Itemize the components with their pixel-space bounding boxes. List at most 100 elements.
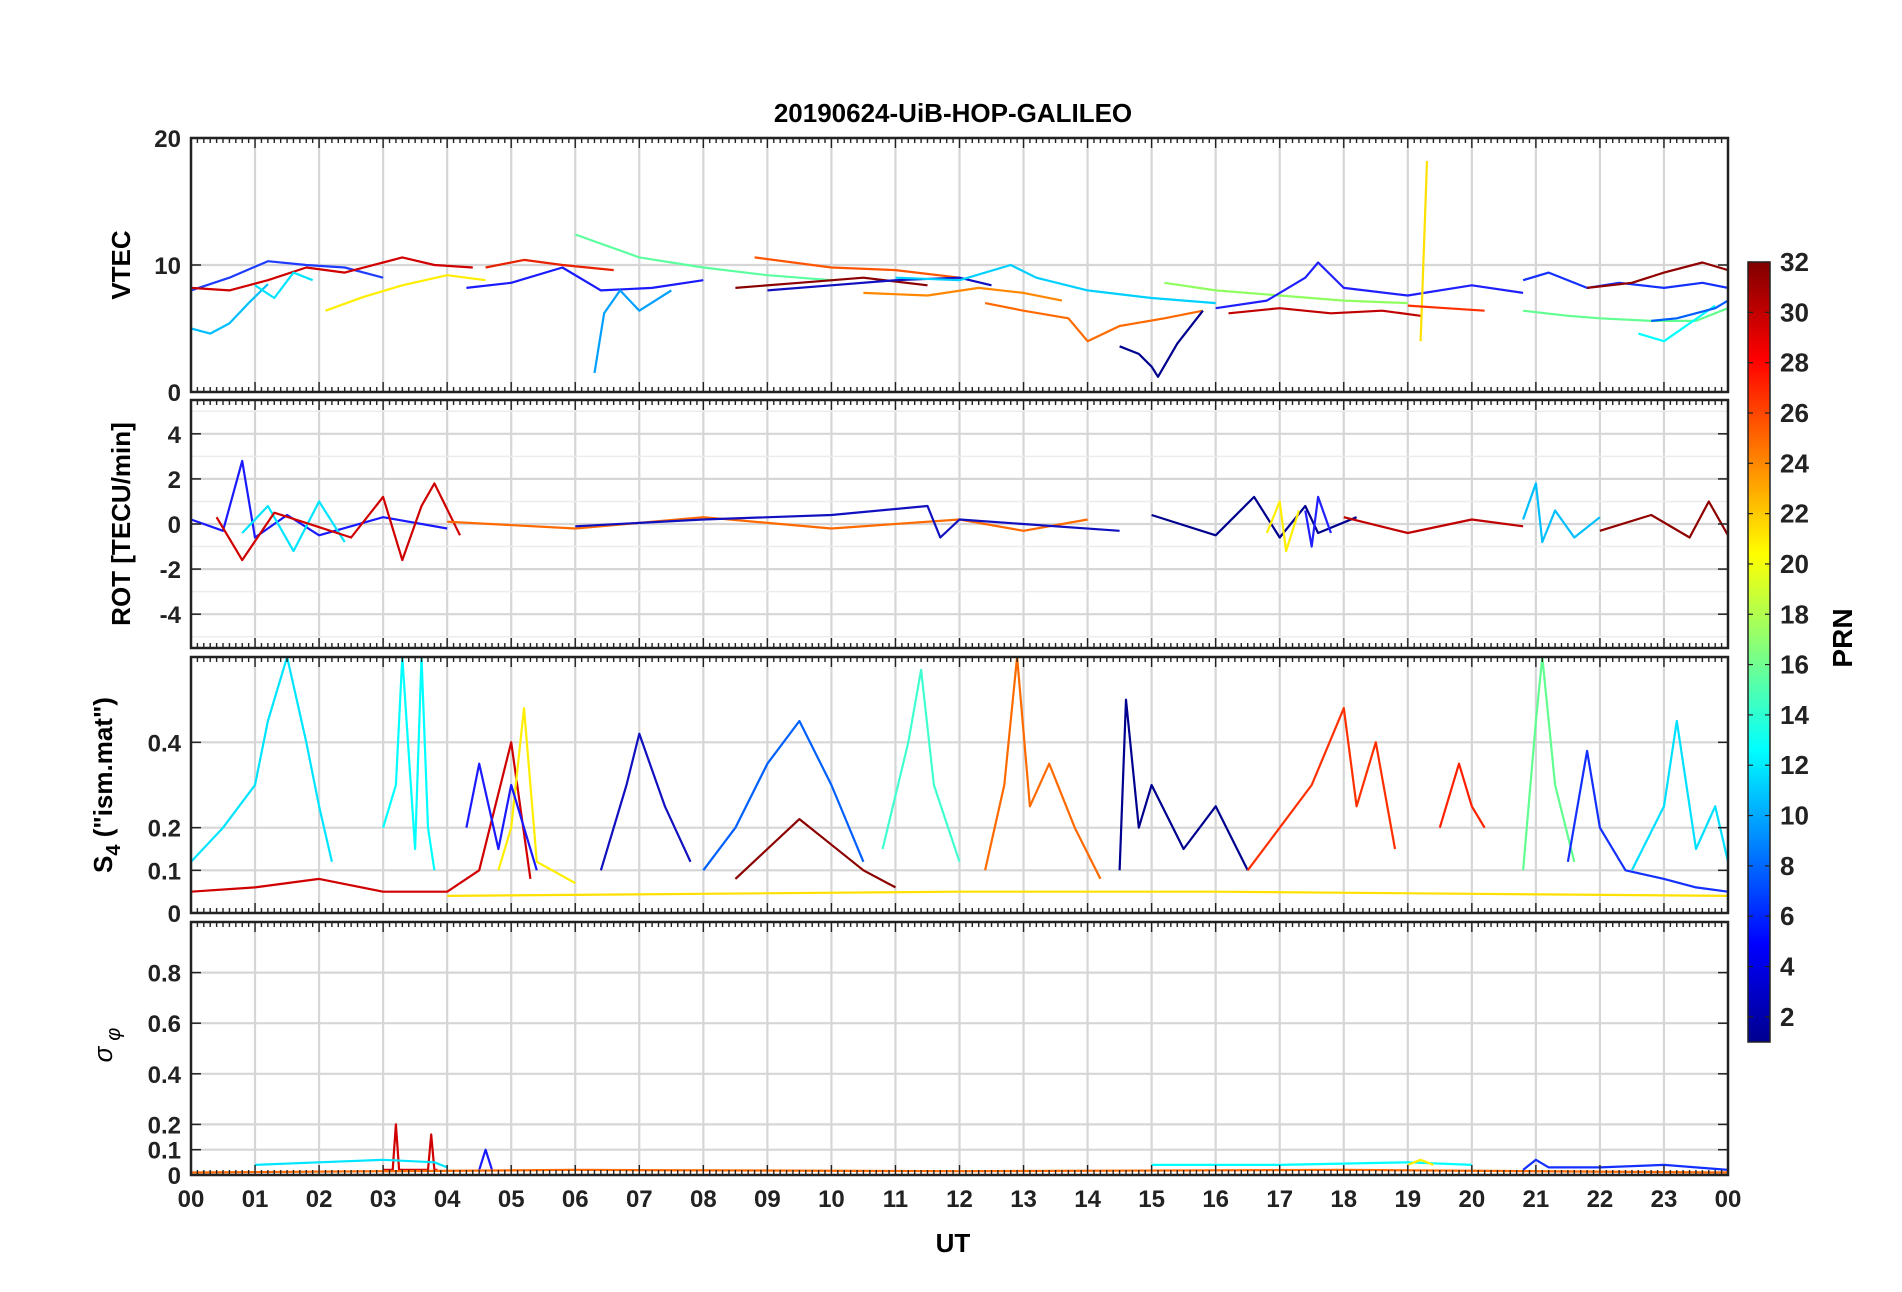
colorbar-tick-label: 32 (1780, 247, 1809, 277)
y-tick-label: 0 (168, 901, 181, 928)
x-tick-label: 10 (818, 1186, 845, 1213)
series-line (325, 274, 486, 312)
x-tick-label: 04 (434, 1186, 461, 1213)
series-line (575, 504, 1120, 539)
colorbar-tick-label: 14 (1780, 700, 1809, 730)
y-tick-label: -4 (160, 602, 182, 629)
chart-title: 20190624-UiB-HOP-GALILEO (774, 98, 1132, 128)
x-tick-label: 17 (1266, 1186, 1293, 1213)
colorbar-tick-label: 2 (1780, 1002, 1794, 1032)
series-line (254, 1158, 448, 1169)
colorbar-tick-label: 4 (1780, 952, 1795, 982)
series-group (191, 657, 1728, 897)
x-tick-label: 08 (690, 1186, 717, 1213)
series-group (191, 160, 1728, 378)
panel-s4: 0 0.1 0.2 0.4 S4 ("ism.mat") (88, 655, 1730, 928)
x-tick-label: 07 (626, 1186, 653, 1213)
series-line (574, 233, 832, 282)
colorbar-tick-label: 26 (1780, 398, 1809, 428)
colorbar-tick-label: 28 (1780, 348, 1809, 378)
series-line (767, 276, 992, 292)
y-axis-label: ROT [TECU/min] (106, 422, 136, 626)
series-line (1304, 495, 1332, 548)
series-line (1522, 1158, 1728, 1171)
y-tick-label: 0 (168, 512, 181, 539)
x-tick-label: 22 (1587, 1186, 1614, 1213)
y-tick-label: 20 (154, 126, 181, 153)
series-line (191, 256, 473, 292)
x-tick-label: 21 (1523, 1186, 1550, 1213)
panel-rot: -4 -2 0 2 4 ROT [TECU/min] (106, 398, 1730, 650)
x-axis-label: UT (936, 1228, 971, 1258)
series-line (215, 482, 461, 562)
series-line (191, 657, 333, 863)
y-tick-label: 0.4 (148, 1062, 182, 1089)
x-tick-label: 11 (883, 1186, 908, 1213)
x-tick-label: 06 (562, 1186, 589, 1213)
series-line (1118, 698, 1249, 871)
x-tick-label: 02 (306, 1186, 333, 1213)
series-line (881, 668, 961, 863)
y-tick-label: 0 (168, 380, 181, 407)
series-line (497, 707, 576, 885)
series-line (241, 500, 346, 553)
series-line (1522, 307, 1728, 322)
y-tick-label: 0.2 (148, 1112, 181, 1139)
series-line (1343, 516, 1524, 535)
y-tick-label: 10 (154, 253, 181, 280)
y-axis-label: VTEC (106, 230, 136, 300)
x-tick-label: 01 (242, 1186, 269, 1213)
series-line (191, 283, 269, 335)
series-line (1651, 299, 1728, 322)
series-line (1228, 307, 1421, 317)
series-line (734, 817, 897, 889)
colorbar-gradient (1747, 261, 1771, 1043)
colorbar-tick-label: 16 (1780, 650, 1809, 680)
y-axis-label: S4 ("ism.mat") (88, 697, 125, 873)
x-tick-label: 19 (1394, 1186, 1421, 1213)
colorbar-tick-label: 24 (1780, 448, 1809, 478)
series-line (1438, 762, 1486, 829)
x-tick-label: 15 (1138, 1186, 1165, 1213)
colorbar-tick-label: 8 (1780, 851, 1794, 881)
y-tick-label: -2 (160, 557, 181, 584)
series-line (1407, 304, 1485, 312)
series-line (465, 762, 538, 871)
series-line (984, 657, 1102, 880)
series-line (984, 302, 1204, 343)
colorbar-label: PRN (1827, 608, 1858, 667)
x-tick-label: 03 (370, 1186, 397, 1213)
y-tick-label: 0.2 (148, 816, 181, 843)
series-line (485, 258, 614, 272)
x-tick-label: 13 (1010, 1186, 1037, 1213)
series-line (1119, 310, 1204, 378)
series-line (447, 516, 1088, 532)
series-line (447, 890, 1728, 897)
series-line (1522, 657, 1576, 871)
series-line (1151, 1161, 1472, 1167)
series-line (1407, 1158, 1434, 1166)
x-tick-label: 05 (498, 1186, 525, 1213)
y-tick-label: 0.4 (148, 730, 182, 757)
series-line (191, 741, 532, 893)
colorbar-tick-label: 18 (1780, 599, 1809, 629)
colorbar-tick-label: 20 (1780, 549, 1809, 579)
series-line (735, 276, 928, 289)
x-tick-label: 14 (1074, 1186, 1101, 1213)
series-line (1586, 261, 1728, 289)
series-line (863, 286, 1063, 302)
panel-sigma-phi: 00.10.2 0.4 0.6 0.8 σφ 00 01 02 03 04 05 06 07 08 09 10… (88, 920, 1741, 1213)
x-tick-label: 00 (178, 1186, 205, 1213)
y-tick-label: 4 (168, 422, 182, 449)
y-tick-label: 0.1 (148, 858, 181, 885)
series-line (1522, 482, 1601, 544)
series-line (382, 657, 436, 871)
y-tick-label: 0.6 (148, 1011, 181, 1038)
y-tick-label: 0.1 (148, 1138, 181, 1165)
series-line (895, 263, 1216, 305)
colorbar-tick-label: 22 (1780, 499, 1809, 529)
x-tick-label: 12 (946, 1186, 973, 1213)
series-line (478, 1148, 494, 1171)
